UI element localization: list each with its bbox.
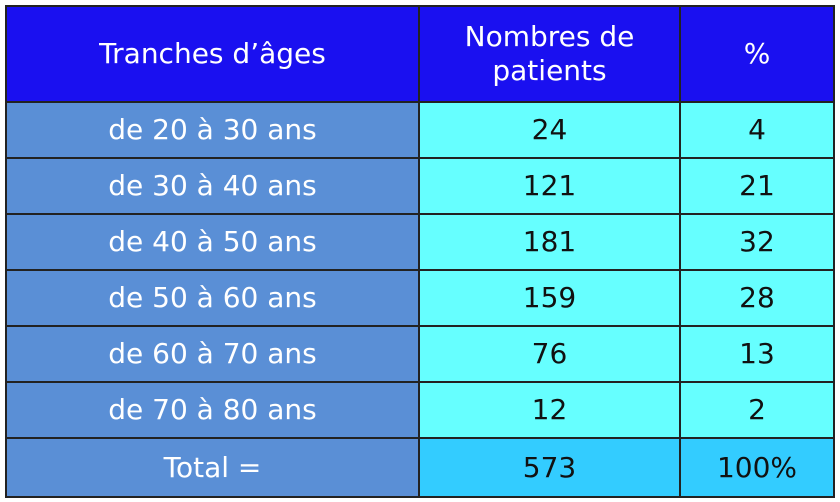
age-distribution-table: Tranches d’âges Nombres de patients % de… (5, 5, 835, 498)
patient-count-cell: 12 (418, 381, 681, 439)
table-row: de 50 à 60 ans 159 28 (5, 269, 835, 327)
table-row: de 70 à 80 ans 12 2 (5, 381, 835, 439)
percent-cell: 2 (679, 381, 835, 439)
age-range-cell: de 20 à 30 ans (5, 101, 420, 159)
total-patient-count: 573 (418, 437, 681, 498)
total-row: Total = 573 100% (5, 437, 835, 498)
percent-cell: 32 (679, 213, 835, 271)
percent-cell: 28 (679, 269, 835, 327)
age-range-cell: de 50 à 60 ans (5, 269, 420, 327)
percent-cell: 13 (679, 325, 835, 383)
total-label: Total = (5, 437, 420, 498)
percent-cell: 4 (679, 101, 835, 159)
age-range-cell: de 30 à 40 ans (5, 157, 420, 215)
total-percent: 100% (679, 437, 835, 498)
table-row: de 30 à 40 ans 121 21 (5, 157, 835, 215)
patient-count-cell: 181 (418, 213, 681, 271)
table-header-row: Tranches d’âges Nombres de patients % (5, 5, 835, 103)
table-row: de 60 à 70 ans 76 13 (5, 325, 835, 383)
age-range-cell: de 60 à 70 ans (5, 325, 420, 383)
age-range-cell: de 70 à 80 ans (5, 381, 420, 439)
patient-count-cell: 121 (418, 157, 681, 215)
patient-count-cell: 76 (418, 325, 681, 383)
table-row: de 20 à 30 ans 24 4 (5, 101, 835, 159)
header-patient-count: Nombres de patients (418, 5, 681, 103)
patient-count-cell: 159 (418, 269, 681, 327)
header-age-range: Tranches d’âges (5, 5, 420, 103)
table-row: de 40 à 50 ans 181 32 (5, 213, 835, 271)
age-range-cell: de 40 à 50 ans (5, 213, 420, 271)
percent-cell: 21 (679, 157, 835, 215)
patient-count-cell: 24 (418, 101, 681, 159)
header-percent: % (679, 5, 835, 103)
